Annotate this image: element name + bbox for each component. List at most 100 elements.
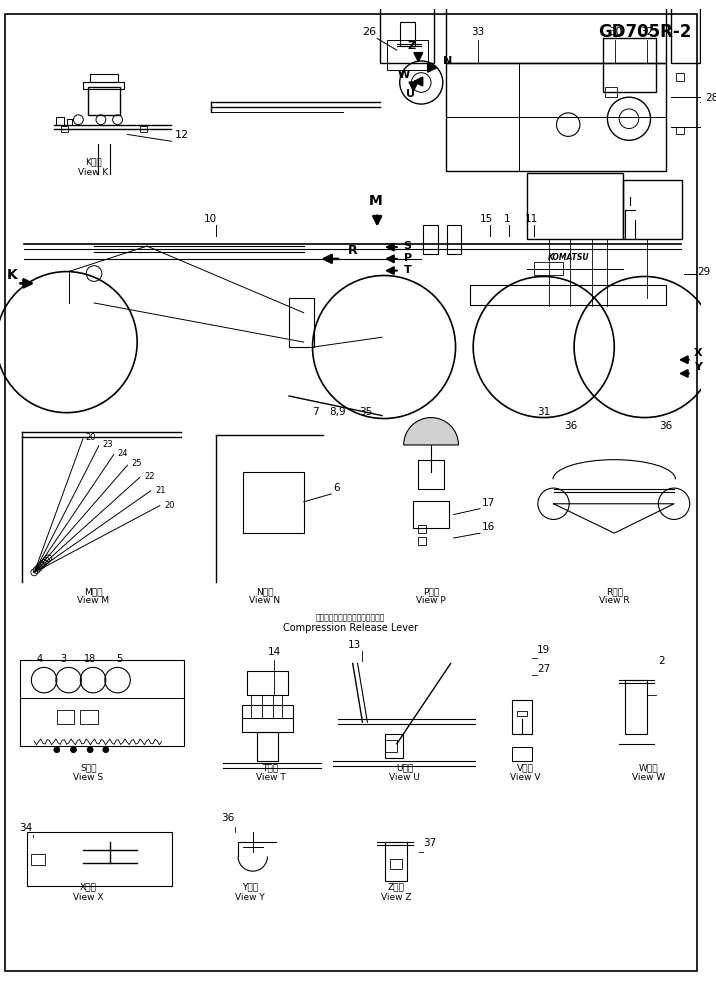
Text: 37: 37 — [423, 837, 437, 847]
Text: K　視: K 視 — [84, 158, 102, 167]
Text: K: K — [6, 268, 17, 282]
Bar — [470, 286, 666, 306]
Text: 36: 36 — [221, 812, 235, 822]
Bar — [418, 526, 426, 533]
Bar — [517, 712, 527, 717]
Bar — [413, 501, 449, 528]
Text: 34: 34 — [19, 822, 33, 832]
Bar — [534, 262, 563, 276]
Text: 26: 26 — [362, 28, 377, 37]
Bar — [606, 89, 617, 98]
Text: X　視: X 視 — [79, 881, 97, 890]
Text: 2: 2 — [658, 656, 665, 666]
Bar — [242, 705, 293, 733]
Text: 24: 24 — [117, 449, 128, 458]
Bar — [61, 126, 67, 133]
Bar — [83, 83, 125, 91]
Text: X: X — [694, 347, 702, 358]
Text: View R: View R — [599, 596, 629, 604]
Text: 28: 28 — [705, 93, 716, 103]
Text: 18: 18 — [84, 654, 96, 664]
Text: 17: 17 — [482, 497, 495, 507]
Text: 20: 20 — [164, 500, 175, 509]
Text: View M: View M — [77, 596, 109, 604]
Text: 1: 1 — [504, 213, 511, 224]
Text: 10: 10 — [204, 213, 217, 224]
Text: 36: 36 — [659, 421, 673, 431]
Bar — [32, 854, 45, 866]
Text: Z: Z — [407, 41, 415, 51]
Text: View Z: View Z — [380, 891, 411, 900]
Text: 27: 27 — [537, 664, 550, 673]
Bar — [90, 75, 117, 83]
Text: KOMATSU: KOMATSU — [548, 252, 589, 261]
Bar — [385, 842, 407, 881]
Text: View X: View X — [73, 891, 103, 900]
Text: 33: 33 — [471, 28, 485, 37]
Text: 12: 12 — [175, 130, 188, 140]
Text: 6: 6 — [333, 482, 339, 493]
Text: M　視: M 視 — [84, 587, 102, 596]
Text: 35: 35 — [359, 406, 372, 416]
Bar — [671, 0, 700, 64]
Bar — [446, 0, 666, 64]
Bar — [418, 460, 444, 490]
Circle shape — [71, 747, 77, 753]
Bar — [256, 733, 279, 761]
Bar — [676, 74, 684, 82]
Text: S: S — [404, 241, 412, 250]
Bar — [423, 226, 438, 254]
Text: M: M — [368, 193, 382, 208]
Bar — [446, 64, 666, 172]
Bar — [380, 0, 434, 64]
Text: 19: 19 — [537, 644, 550, 654]
Text: View S: View S — [73, 772, 103, 781]
Bar — [56, 117, 64, 125]
Text: R: R — [348, 244, 357, 256]
Text: 36: 36 — [564, 421, 578, 431]
Text: 25: 25 — [131, 458, 142, 468]
Text: U　視: U 視 — [396, 762, 413, 771]
Text: View V: View V — [510, 772, 541, 781]
Bar — [513, 700, 532, 735]
Bar — [390, 860, 402, 870]
Bar — [623, 181, 682, 240]
Text: 15: 15 — [480, 213, 493, 224]
Text: P: P — [404, 252, 412, 262]
Text: 13: 13 — [348, 639, 361, 649]
Text: コンプレッションリリースレバー: コンプレッションリリースレバー — [316, 612, 385, 622]
Text: 29: 29 — [697, 267, 711, 277]
Text: Compression Release Lever: Compression Release Lever — [284, 622, 418, 632]
Bar — [27, 832, 173, 886]
Bar — [243, 473, 304, 533]
Text: S　視: S 視 — [80, 762, 97, 771]
Circle shape — [54, 747, 59, 753]
Text: 20: 20 — [86, 432, 97, 441]
Text: W: W — [398, 69, 410, 80]
Text: View W: View W — [632, 772, 665, 781]
Text: Z　視: Z 視 — [387, 881, 405, 890]
Bar — [602, 39, 657, 94]
Bar — [625, 680, 647, 735]
Text: 16: 16 — [482, 522, 495, 531]
Text: View Y: View Y — [235, 891, 265, 900]
Text: View K: View K — [78, 168, 108, 176]
Text: V　視: V 視 — [517, 762, 533, 771]
Bar — [400, 23, 415, 47]
Text: P　視: P 視 — [423, 587, 439, 596]
Bar — [57, 710, 74, 725]
Text: 11: 11 — [524, 213, 538, 224]
Bar — [385, 735, 402, 758]
Bar — [247, 671, 288, 695]
Bar — [418, 537, 426, 545]
Text: 7: 7 — [312, 406, 319, 416]
Bar — [385, 740, 397, 752]
Text: T: T — [404, 264, 412, 274]
Circle shape — [87, 747, 93, 753]
Text: View N: View N — [249, 596, 280, 604]
Bar — [387, 41, 428, 71]
Text: 14: 14 — [268, 646, 281, 656]
Text: 31: 31 — [537, 406, 551, 416]
Bar — [19, 660, 184, 746]
Text: Y: Y — [694, 361, 702, 371]
